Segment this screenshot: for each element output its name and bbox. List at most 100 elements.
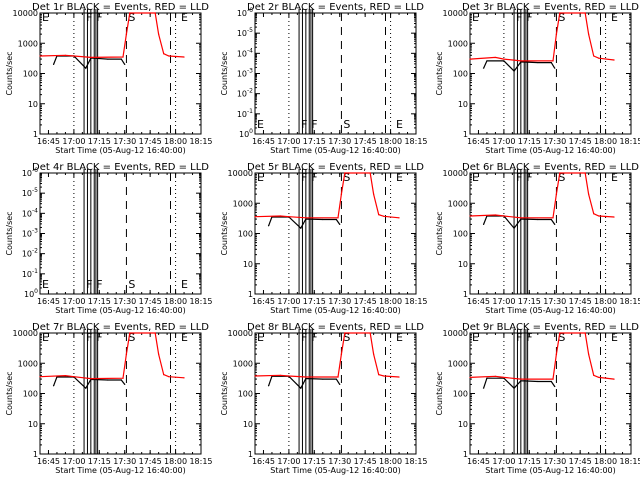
x-tick-label: 18:15	[619, 297, 640, 306]
data-point-lld	[305, 217, 307, 219]
data-point-lld	[598, 215, 600, 217]
marker-letter: S	[343, 331, 350, 344]
x-tick-label: 16:45	[467, 297, 490, 306]
marker-letter: E	[396, 118, 403, 131]
y-axis-label: Counts/sec	[220, 371, 229, 415]
data-point-lld	[39, 376, 41, 378]
data-point-lld	[163, 374, 165, 376]
data-point-events	[537, 218, 539, 221]
data-point-events	[482, 67, 485, 69]
y-tick-label: 1000	[448, 199, 468, 208]
data-point-events	[482, 387, 485, 389]
data-point-lld	[279, 215, 282, 217]
data-point-lld	[373, 353, 375, 355]
y-tick-label: 100	[238, 390, 253, 399]
data-point-events	[300, 227, 302, 229]
data-point-events	[335, 378, 337, 380]
y-tick-label: 10000	[13, 329, 38, 338]
marker-letter: S	[128, 331, 135, 344]
marker-letter: E	[257, 171, 264, 184]
data-point-events	[85, 67, 87, 69]
data-point-lld	[613, 378, 615, 380]
x-tick-label: 17:15	[518, 457, 541, 466]
x-tick-label: 17:30	[543, 457, 566, 466]
plot-frame	[469, 332, 632, 455]
data-point-events	[52, 385, 55, 387]
marker-letter: F	[301, 118, 307, 131]
marker-letter: S	[128, 11, 135, 24]
data-point-lld	[129, 332, 131, 334]
data-point-lld	[503, 58, 505, 60]
chart-title: Det 8r BLACK = Events, RED = LLD	[247, 322, 424, 333]
data-point-lld	[337, 217, 339, 219]
data-point-lld	[593, 213, 595, 215]
x-tick-label: 17:30	[113, 297, 136, 306]
data-point-events	[267, 225, 270, 227]
data-point-events	[124, 383, 126, 385]
data-point-events	[523, 380, 525, 382]
data-point-events	[513, 227, 515, 229]
series-line-lld	[469, 332, 615, 380]
y-tick-label: 10000	[228, 169, 253, 178]
x-tick-label: 17:15	[303, 137, 326, 146]
y-tick-label: 10000	[443, 169, 468, 178]
x-axis-label: Start Time (05-Aug-12 16:40:00)	[55, 306, 186, 315]
data-point-lld	[90, 378, 92, 380]
data-point-lld	[552, 217, 554, 219]
y-tick-label: 1000	[448, 39, 468, 48]
data-point-lld	[383, 215, 385, 217]
marker-letter: F	[311, 331, 317, 344]
data-point-lld	[125, 353, 128, 355]
x-tick-label: 17:00	[277, 457, 300, 466]
x-tick-label: 16:45	[37, 137, 60, 146]
marker-letter: F	[311, 118, 317, 131]
data-point-lld	[598, 57, 600, 59]
data-point-lld	[613, 216, 615, 218]
data-point-lld	[340, 193, 343, 195]
x-tick-label: 18:15	[404, 297, 427, 306]
data-point-events	[56, 376, 58, 378]
x-tick-label: 17:15	[518, 137, 541, 146]
marker-letter: F	[526, 331, 532, 344]
x-tick-label: 16:45	[37, 297, 60, 306]
x-tick-label: 18:15	[189, 457, 212, 466]
data-point-lld	[73, 376, 75, 378]
data-point-events	[520, 380, 522, 382]
data-point-events	[503, 60, 505, 62]
chart-title: Det 7r BLACK = Events, RED = LLD	[32, 322, 209, 333]
series-line-events	[268, 375, 341, 390]
data-point-lld	[288, 375, 290, 377]
x-axis-label: Start Time (05-Aug-12 16:40:00)	[270, 306, 401, 315]
data-point-lld	[288, 216, 290, 218]
x-tick-label: 18:00	[379, 137, 402, 146]
chart-title: Det 2r BLACK = Events, RED = LLD	[247, 2, 424, 13]
series-line-events	[483, 60, 556, 73]
marker-letter: F	[301, 171, 307, 184]
y-tick-label: 1	[33, 450, 38, 459]
data-point-events	[308, 378, 310, 380]
y-tick-label: 1000	[18, 359, 38, 368]
data-point-events	[300, 387, 302, 389]
x-tick-label: 17:00	[62, 297, 85, 306]
marker-letter: F	[301, 331, 307, 344]
marker-letter: E	[472, 11, 479, 24]
x-tick-label: 17:45	[139, 137, 162, 146]
data-point-lld	[494, 214, 497, 216]
y-tick-label: 10-2	[237, 88, 253, 99]
marker-letter: E	[42, 11, 49, 24]
chart-title: Det 5r BLACK = Events, RED = LLD	[247, 162, 424, 173]
y-tick-label: 1	[463, 130, 468, 139]
series-line-lld	[469, 12, 615, 62]
data-point-events	[308, 218, 310, 220]
data-point-lld	[64, 375, 67, 377]
data-point-lld	[520, 217, 522, 219]
x-axis-label: Start Time (05-Aug-12 16:40:00)	[485, 146, 616, 155]
x-tick-label: 16:45	[37, 457, 60, 466]
data-point-lld	[588, 193, 590, 195]
y-axis-label: Counts/sec	[435, 211, 444, 255]
y-tick-label: 10	[458, 420, 468, 429]
y-axis-label: Counts/sec	[435, 51, 444, 95]
